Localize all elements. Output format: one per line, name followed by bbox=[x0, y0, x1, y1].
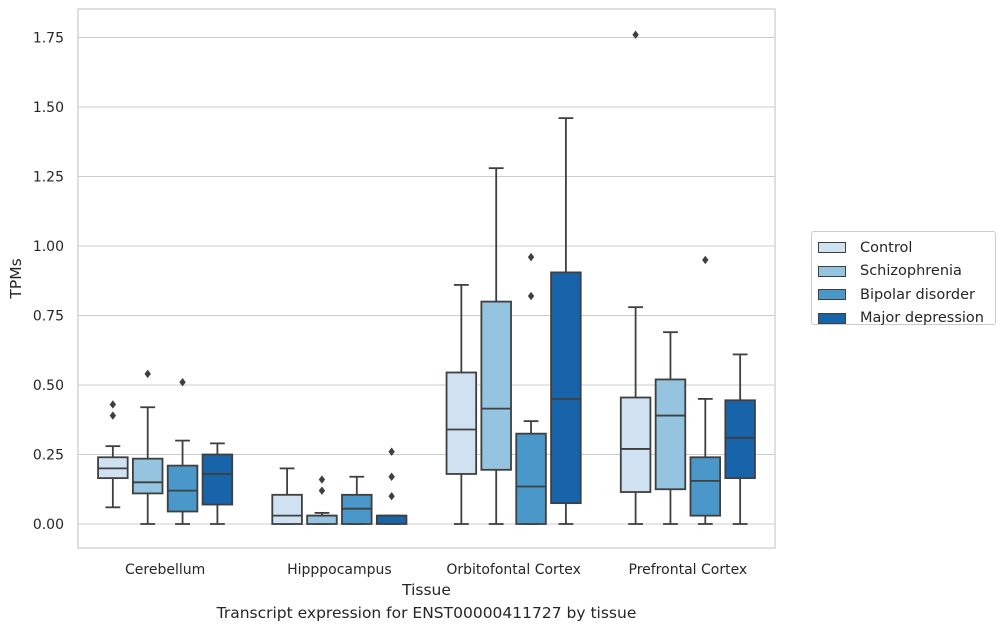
y-axis-label: TPMs bbox=[7, 258, 25, 299]
iqr-box bbox=[306, 514, 338, 525]
box-bipolar-disorder bbox=[341, 475, 373, 525]
y-tick-label: 1.00 bbox=[33, 239, 64, 255]
iqr-box bbox=[131, 457, 164, 495]
box-major-depression bbox=[724, 353, 756, 525]
box-control bbox=[619, 30, 652, 525]
iqr-box bbox=[515, 432, 547, 525]
outlier-point bbox=[388, 472, 395, 481]
legend-label: Control bbox=[860, 239, 913, 256]
box-bipolar-disorder bbox=[515, 252, 547, 525]
iqr-box bbox=[271, 493, 303, 525]
legend-swatch bbox=[818, 312, 846, 324]
y-tick-label: 1.75 bbox=[33, 31, 64, 47]
box-schizophrenia bbox=[131, 369, 164, 525]
outlier-point bbox=[109, 411, 117, 420]
legend-item: Control bbox=[818, 236, 995, 260]
grid-lines bbox=[78, 37, 775, 525]
iqr-box bbox=[724, 399, 756, 480]
box-control bbox=[271, 467, 303, 525]
outlier-point bbox=[527, 252, 535, 262]
x-tick-label: Hipppocampus bbox=[287, 562, 392, 578]
iqr-box bbox=[550, 271, 582, 505]
y-tick-label: 1.50 bbox=[33, 100, 64, 116]
outlier-point bbox=[527, 291, 535, 301]
iqr-box bbox=[619, 396, 652, 493]
box-bipolar-disorder bbox=[166, 378, 199, 525]
y-tick-label: 0.75 bbox=[33, 309, 64, 325]
y-tick-labels: 0.00 0.25 0.50 0.75 1.00 1.25 1.50 1.75 bbox=[33, 31, 64, 534]
outlier-point bbox=[318, 486, 326, 495]
legend-swatch bbox=[818, 242, 846, 254]
iqr-box bbox=[445, 371, 478, 475]
box-control bbox=[97, 400, 129, 509]
outlier-point bbox=[388, 447, 395, 456]
outlier-point bbox=[179, 378, 186, 387]
legend-swatch bbox=[818, 289, 846, 301]
legend: Control Schizophrenia Bipolar disorder Majo… bbox=[811, 231, 996, 326]
box-major-depression bbox=[550, 117, 582, 525]
x-axis-label: Tissue bbox=[401, 581, 451, 599]
outlier-point bbox=[318, 475, 326, 484]
y-tick-label: 1.25 bbox=[33, 170, 64, 186]
outlier-point bbox=[632, 30, 639, 39]
box-schizophrenia bbox=[306, 475, 338, 525]
legend-item: Bipolar disorder bbox=[818, 283, 995, 307]
legend-item: Schizophrenia bbox=[818, 260, 995, 284]
legend-label: Bipolar disorder bbox=[860, 286, 975, 303]
box-major-depression bbox=[375, 447, 408, 525]
x-tick-label: Prefrontal Cortex bbox=[629, 562, 748, 578]
iqr-box bbox=[166, 464, 199, 513]
iqr-box bbox=[375, 514, 408, 525]
plot-frame bbox=[77, 8, 776, 549]
legend-label: Major depression bbox=[860, 310, 984, 327]
x-tick-label: Cerebellum bbox=[125, 562, 205, 578]
outlier-point bbox=[702, 255, 709, 265]
y-tick-label: 0.00 bbox=[33, 517, 64, 533]
iqr-box bbox=[689, 456, 722, 517]
legend-label: Schizophrenia bbox=[860, 263, 962, 280]
iqr-box bbox=[654, 378, 687, 491]
figure-caption: Transcript expression for ENST0000041172… bbox=[216, 604, 637, 622]
x-tick-labels: Cerebellum Hipppocampus Orbitofontal Corte… bbox=[125, 562, 747, 578]
outlier-point bbox=[388, 492, 395, 501]
outlier-point bbox=[109, 400, 117, 409]
box-control bbox=[445, 284, 478, 525]
outlier-point bbox=[144, 369, 151, 379]
x-tick-label: Orbitofontal Cortex bbox=[446, 562, 581, 578]
box-schizophrenia bbox=[480, 167, 512, 525]
box-bipolar-disorder bbox=[689, 255, 722, 525]
y-tick-label: 0.50 bbox=[33, 378, 64, 394]
box-groups bbox=[97, 30, 756, 525]
legend-swatch bbox=[818, 265, 846, 277]
iqr-box bbox=[201, 453, 234, 506]
box-major-depression bbox=[201, 442, 234, 525]
box-schizophrenia bbox=[654, 331, 687, 525]
iqr-box bbox=[480, 300, 512, 471]
legend-item: Major depression bbox=[818, 307, 995, 331]
y-tick-label: 0.25 bbox=[33, 448, 64, 464]
